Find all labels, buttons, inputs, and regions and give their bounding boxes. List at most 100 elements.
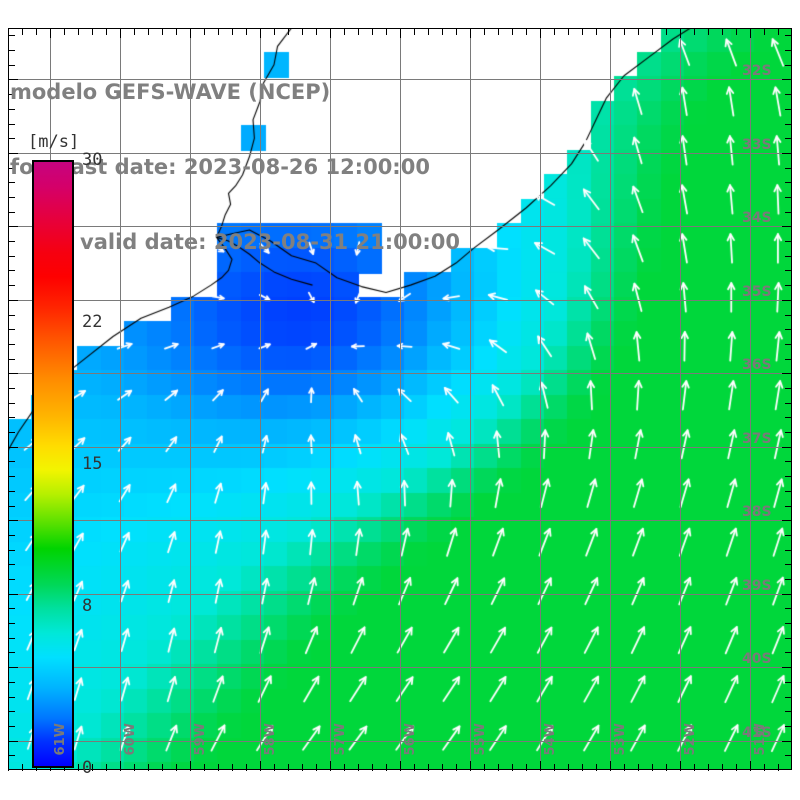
axis-tick [694,28,695,35]
axis-tick [176,28,177,35]
axis-tick [785,388,792,389]
axis-tick [8,476,15,477]
gridline-lat [8,741,792,742]
axis-tick [782,447,792,448]
axis-tick [428,28,429,35]
axis-tick [785,564,792,565]
axis-tick [782,226,792,227]
lon-label-55W: 55W [473,723,488,756]
axis-tick [8,300,18,301]
lat-label-40S: 40S [742,651,772,668]
axis-tick [8,638,15,639]
axis-tick [92,764,93,771]
axis-tick [638,764,639,771]
axis-tick [785,65,792,66]
axis-tick [8,741,18,742]
axis-tick [785,50,792,51]
axis-tick [785,359,792,360]
lat-label-34S: 34S [742,210,772,227]
axis-tick [750,28,751,38]
axis-tick [785,711,792,712]
axis-tick [120,28,121,38]
lat-label-37S: 37S [742,430,772,447]
axis-tick [8,226,18,227]
axis-tick [344,764,345,771]
axis-tick [8,124,15,125]
lon-label-54W: 54W [543,723,558,756]
axis-tick [782,667,792,668]
gridline-lat [8,520,792,521]
axis-tick [785,726,792,727]
axis-tick [8,623,15,624]
axis-tick [274,28,275,35]
axis-tick [8,50,15,51]
axis-tick [274,764,275,771]
axis-tick [288,28,289,35]
gridline-lat [8,300,792,301]
axis-tick [316,764,317,771]
axis-tick [400,761,401,771]
axis-tick [782,300,792,301]
axis-tick [218,764,219,771]
axis-tick [708,764,709,771]
axis-tick [785,608,792,609]
gridline-lat [8,447,792,448]
axis-tick [8,535,15,536]
axis-tick [8,550,15,551]
axis-tick [785,344,792,345]
colorbar-tick-30: 30 [82,150,103,170]
axis-tick [694,764,695,771]
axis-tick [148,764,149,771]
gridline-lon [610,28,611,770]
axis-tick [22,28,23,35]
axis-tick [785,329,792,330]
axis-tick [8,359,15,360]
axis-tick [22,764,23,771]
axis-tick [456,28,457,35]
axis-tick [176,764,177,771]
axis-tick [8,35,15,36]
axis-tick [8,711,15,712]
axis-tick [120,761,121,771]
axis-tick [498,28,499,35]
axis-tick [8,315,15,316]
gridline-lat [8,373,792,374]
axis-tick [596,764,597,771]
axis-tick [218,28,219,35]
axis-tick [610,761,611,771]
axis-tick [782,741,792,742]
axis-tick [8,564,15,565]
lon-label-57W: 57W [333,723,348,756]
axis-tick [50,28,51,38]
axis-tick [36,28,37,35]
axis-tick [8,182,15,183]
lon-label-53W: 53W [613,723,628,756]
axis-tick [134,764,135,771]
axis-tick [785,697,792,698]
axis-tick [316,28,317,35]
axis-tick [736,764,737,771]
lon-label-60W: 60W [123,723,138,756]
lon-label-59W: 59W [193,723,208,756]
figure-title: modelo GEFS-WAVE (NCEP) forecast date: 2… [10,30,530,305]
axis-tick [498,764,499,771]
gridline-lon [120,28,121,770]
axis-tick [190,761,191,771]
gridline-lon [400,28,401,770]
axis-tick [708,28,709,35]
axis-tick [8,667,18,668]
axis-tick [722,28,723,35]
axis-tick [8,755,15,756]
axis-tick [428,764,429,771]
axis-tick [785,212,792,213]
colorbar-tick-0: 0 [82,758,93,778]
axis-tick [785,652,792,653]
axis-tick [78,764,79,771]
axis-tick [680,28,681,38]
axis-tick [736,28,737,35]
axis-tick [785,432,792,433]
axis-tick [785,461,792,462]
axis-tick [785,124,792,125]
title-model: modelo GEFS-WAVE (NCEP) [10,80,331,104]
axis-tick [8,79,18,80]
